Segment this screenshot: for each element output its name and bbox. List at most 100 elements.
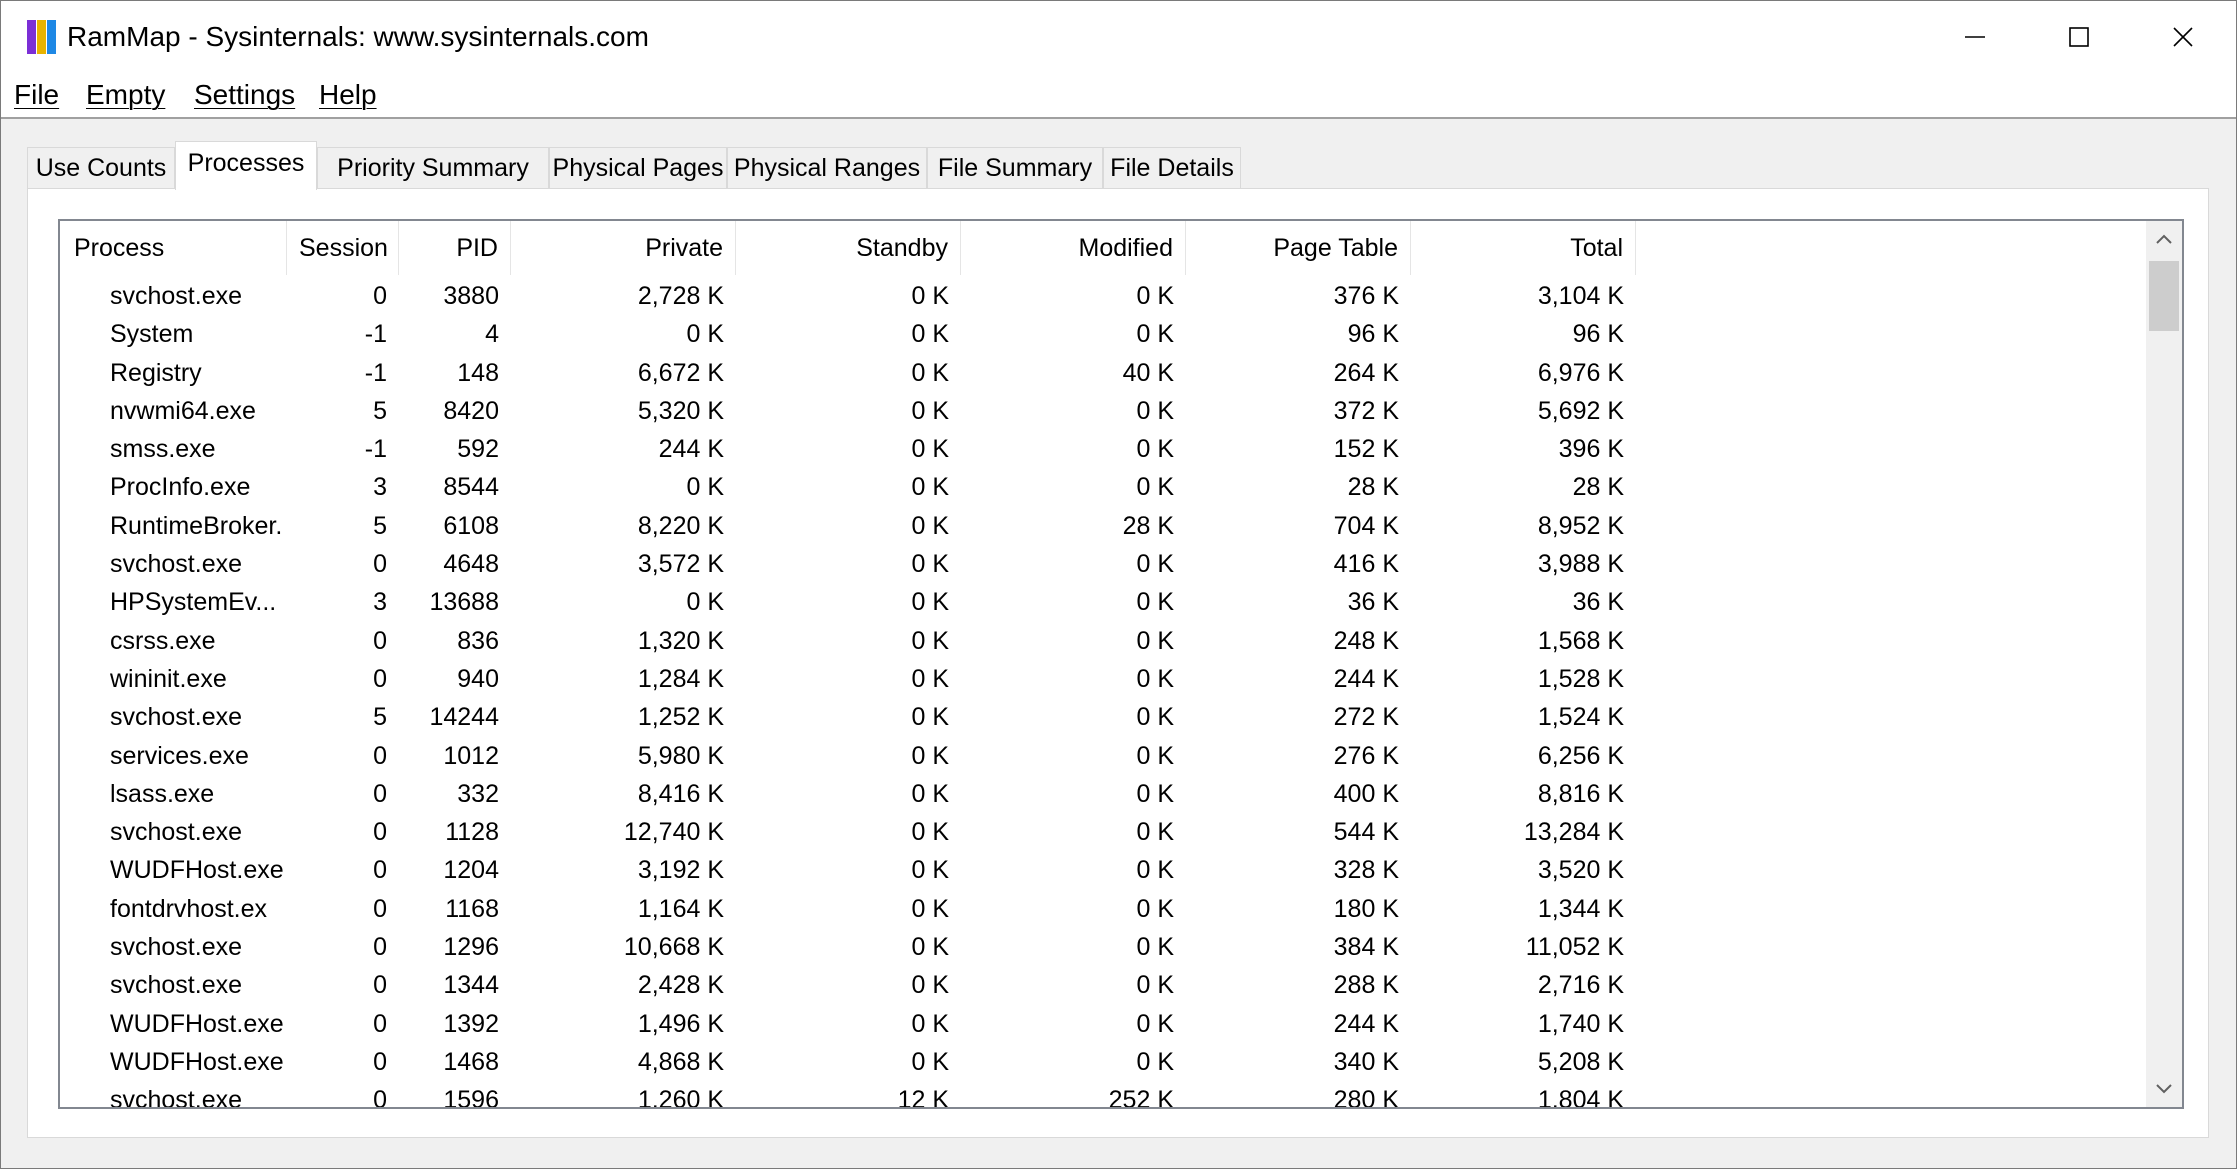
cell-session: 0 (373, 626, 387, 655)
cell-pid: 4 (485, 320, 499, 349)
cell-modified: 0 K (1136, 626, 1174, 655)
cell-session: 0 (373, 971, 387, 1000)
menu-empty[interactable]: Empty (86, 79, 166, 110)
table-row[interactable]: svchost.exe 0 1128 12,740 K 0 K 0 K 544 K 13,28… (60, 813, 2160, 851)
cell-process-name: ProcInfo.exe (110, 473, 251, 502)
tab-physical-pages[interactable]: Physical Pages (549, 147, 727, 188)
table-row[interactable]: smss.exe -1 592 244 K 0 K 0 K 152 K 396 K (60, 430, 2160, 468)
cell-total: 1,804 K (1537, 1086, 1624, 1109)
table-row[interactable]: lsass.exe 0 332 8,416 K 0 K 0 K 400 K 8,816 K (60, 775, 2160, 813)
cell-modified: 0 K (1136, 971, 1174, 1000)
tab-use-counts[interactable]: Use Counts (27, 147, 175, 188)
table-row[interactable]: svchost.exe 0 4648 3,572 K 0 K 0 K 416 K 3,988 … (60, 545, 2160, 583)
cell-process-name: svchost.exe (110, 703, 243, 732)
cell-session: 0 (373, 282, 387, 310)
cell-total: 5,692 K (1537, 396, 1624, 425)
table-row[interactable]: csrss.exe 0 836 1,320 K 0 K 0 K 248 K 1,568 K (60, 622, 2160, 660)
table-row[interactable]: wininit.exe 0 940 1,284 K 0 K 0 K 244 K 1,528 K (60, 660, 2160, 698)
cell-modified: 0 K (1136, 320, 1174, 349)
cell-total: 1,528 K (1537, 664, 1624, 693)
minimize-button[interactable] (1923, 1, 2027, 73)
close-button[interactable] (2131, 1, 2235, 73)
menu-file[interactable]: File (14, 79, 60, 110)
cell-total: 6,256 K (1537, 741, 1624, 770)
scroll-down-button[interactable] (2146, 1071, 2182, 1107)
table-row[interactable]: svchost.exe 0 1344 2,428 K 0 K 0 K 288 K 2,716 … (60, 966, 2160, 1004)
cell-modified: 0 K (1136, 894, 1174, 923)
cell-process-name: WUDFHost.exe (110, 1009, 284, 1038)
cell-process-name: services.exe (110, 741, 249, 770)
cell-session: 3 (373, 473, 387, 502)
cell-private: 5,980 K (637, 741, 724, 770)
column-header-page-table[interactable]: Page Table (1186, 221, 1411, 275)
column-header-session[interactable]: Session (287, 221, 399, 275)
table-row[interactable]: svchost.exe 5 14244 1,252 K 0 K 0 K 272 K 1,524… (60, 698, 2160, 736)
column-header-modified[interactable]: Modified (961, 221, 1186, 275)
table-row[interactable]: WUDFHost.exe 0 1392 1,496 K 0 K 0 K 244 K 1,740… (60, 1005, 2160, 1043)
tab-file-details[interactable]: File Details (1103, 147, 1241, 188)
cell-pid: 148 (457, 358, 499, 387)
tab-physical-ranges[interactable]: Physical Ranges (727, 147, 927, 188)
scroll-thumb[interactable] (2149, 261, 2179, 331)
cell-page-table: 272 K (1333, 703, 1399, 732)
cell-modified: 0 K (1136, 703, 1174, 732)
cell-private: 3,572 K (637, 550, 724, 579)
column-header-pid[interactable]: PID (399, 221, 511, 275)
menu-settings[interactable]: Settings (194, 79, 296, 110)
table-row[interactable]: services.exe 0 1012 5,980 K 0 K 0 K 276 K 6,256… (60, 737, 2160, 775)
cell-private: 8,416 K (637, 779, 724, 808)
table-row[interactable]: svchost.exe 0 3880 2,728 K 0 K 0 K 376 K 3,104 … (60, 277, 2160, 315)
cell-page-table: 416 K (1333, 550, 1399, 579)
cell-total: 8,952 K (1537, 511, 1624, 540)
tab-file-summary[interactable]: File Summary (927, 147, 1103, 188)
cell-total: 13,284 K (1523, 818, 1624, 847)
cell-session: 5 (373, 511, 387, 540)
table-row[interactable]: fontdrvhost.ex 0 1168 1,164 K 0 K 0 K 180 K 1,3… (60, 890, 2160, 928)
cell-session: 0 (373, 550, 387, 579)
tab-processes[interactable]: Processes (175, 141, 317, 190)
maximize-button[interactable] (2027, 1, 2131, 73)
scroll-up-button[interactable] (2146, 221, 2182, 257)
cell-modified: 0 K (1136, 550, 1174, 579)
cell-private: 3,192 K (637, 856, 724, 885)
column-header-standby[interactable]: Standby (736, 221, 961, 275)
cell-total: 1,524 K (1537, 703, 1624, 732)
table-row[interactable]: Registry -1 148 6,672 K 0 K 40 K 264 K 6,976 K (60, 354, 2160, 392)
cell-total: 3,104 K (1537, 282, 1624, 310)
cell-process-name: smss.exe (110, 435, 216, 464)
cell-standby: 0 K (911, 664, 949, 693)
title-bar[interactable]: RamMap - Sysinternals: www.sysinternals.… (1, 1, 2236, 73)
cell-standby: 0 K (911, 971, 949, 1000)
menu-help[interactable]: Help (319, 79, 377, 110)
cell-page-table: 400 K (1333, 779, 1399, 808)
cell-pid: 3880 (443, 282, 499, 310)
cell-standby: 0 K (911, 282, 949, 310)
cell-modified: 0 K (1136, 741, 1174, 770)
table-row[interactable]: svchost.exe 0 1296 10,668 K 0 K 0 K 384 K 11,05… (60, 928, 2160, 966)
cell-standby: 0 K (911, 1047, 949, 1076)
cell-modified: 0 K (1136, 588, 1174, 617)
cell-standby: 12 K (897, 1086, 949, 1109)
process-list[interactable]: Process Session PID Private Standby Modi… (58, 219, 2184, 1109)
table-row[interactable]: System -1 4 0 K 0 K 0 K 96 K 96 K (60, 315, 2160, 353)
cell-private: 2,728 K (637, 282, 724, 310)
column-header-private[interactable]: Private (511, 221, 736, 275)
cell-page-table: 280 K (1333, 1086, 1399, 1109)
table-row[interactable]: svchost.exe 0 1596 1,260 K 12 K 252 K 280 K 1,8… (60, 1081, 2160, 1109)
table-row[interactable]: RuntimeBroker. 5 6108 8,220 K 0 K 28 K 704 K 8,… (60, 507, 2160, 545)
tab-priority-summary[interactable]: Priority Summary (317, 147, 549, 188)
table-row[interactable]: ProcInfo.exe 3 8544 0 K 0 K 0 K 28 K 28 K (60, 468, 2160, 506)
column-header-process[interactable]: Process (60, 221, 287, 275)
cell-process-name: svchost.exe (110, 550, 243, 579)
cell-standby: 0 K (911, 588, 949, 617)
cell-pid: 1296 (443, 933, 499, 962)
table-row[interactable]: WUDFHost.exe 0 1468 4,868 K 0 K 0 K 340 K 5,208… (60, 1043, 2160, 1081)
vertical-scrollbar[interactable] (2146, 221, 2182, 1107)
table-row[interactable]: HPSystemEv... 3 13688 0 K 0 K 0 K 36 K 36 K (60, 583, 2160, 621)
cell-pid: 1204 (443, 856, 499, 885)
column-header-total[interactable]: Total (1411, 221, 1636, 275)
table-row[interactable]: WUDFHost.exe 0 1204 3,192 K 0 K 0 K 328 K 3,520… (60, 851, 2160, 889)
cell-page-table: 96 K (1347, 320, 1399, 349)
table-row[interactable]: nvwmi64.exe 5 8420 5,320 K 0 K 0 K 372 K 5,692 … (60, 392, 2160, 430)
cell-process-name: svchost.exe (110, 818, 243, 847)
